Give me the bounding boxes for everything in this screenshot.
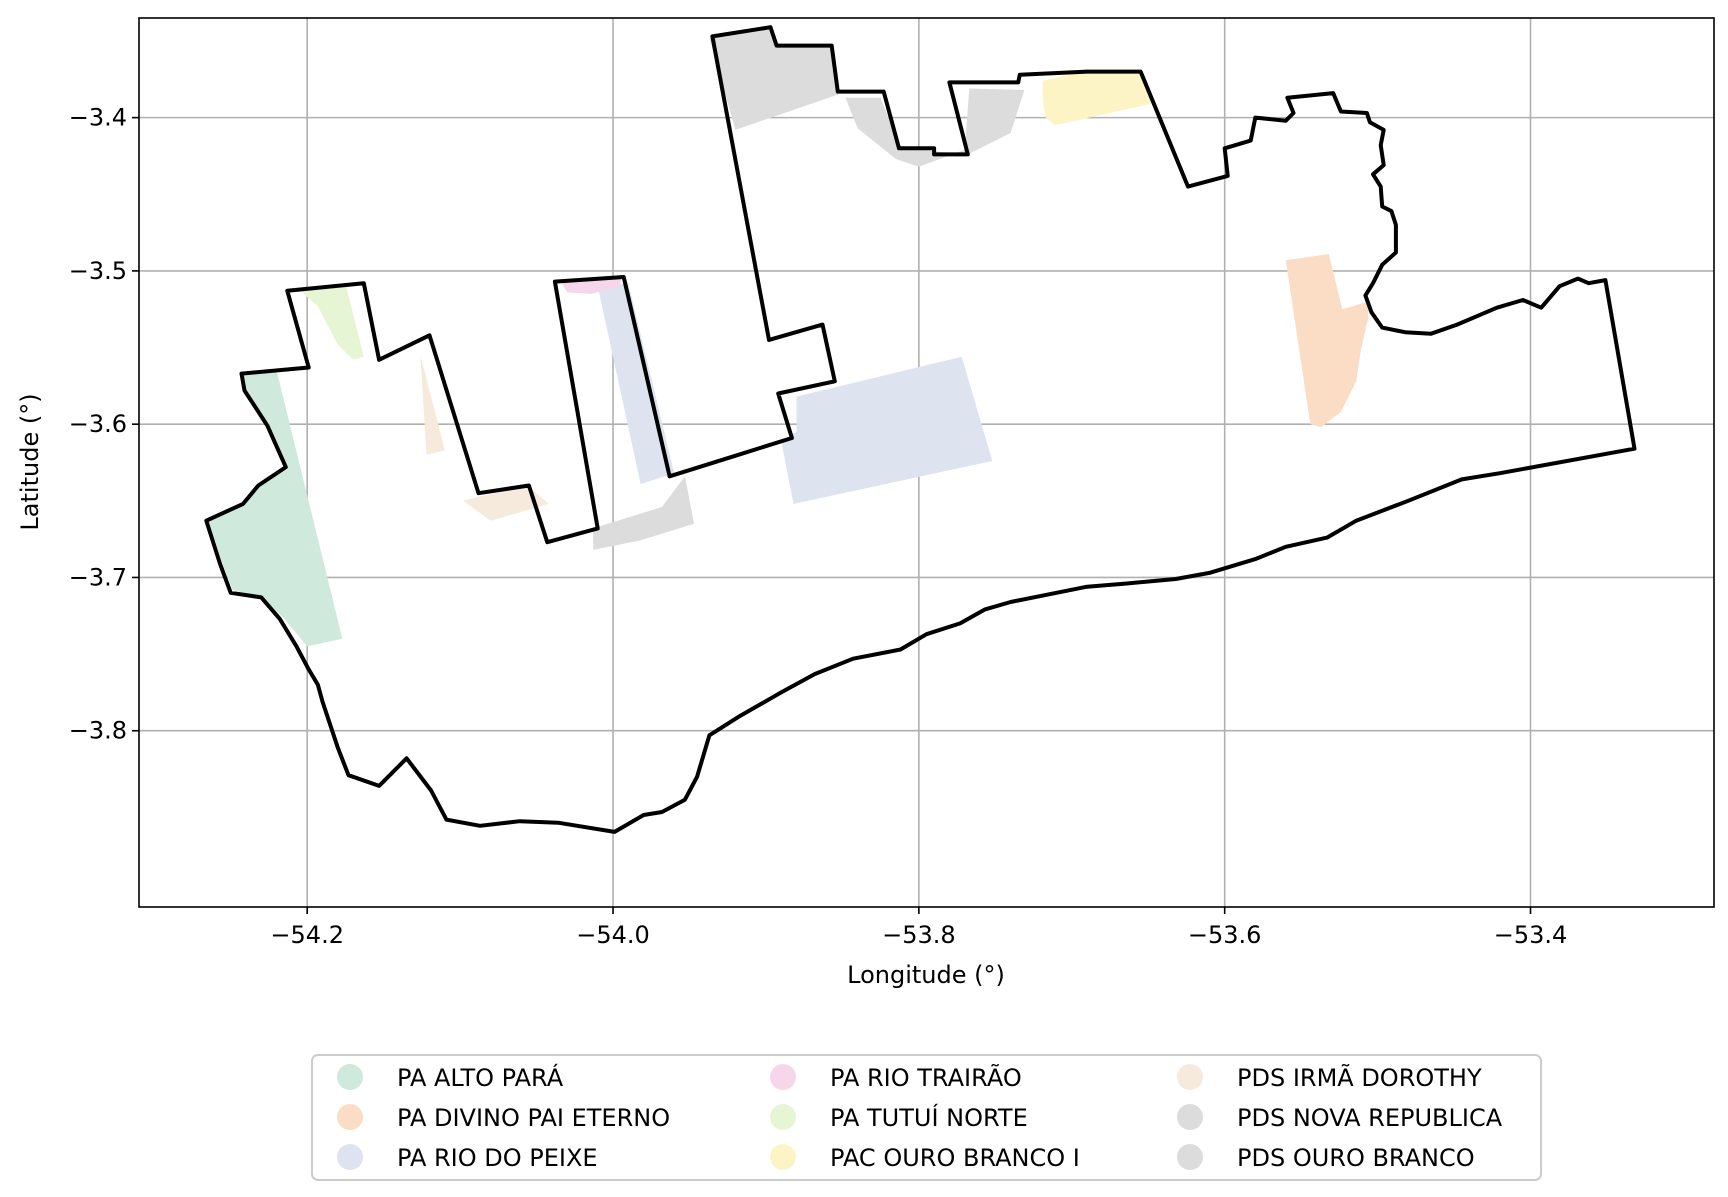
legend-label: PA RIO TRAIRÃO (830, 1062, 1022, 1092)
legend-marker (770, 1144, 796, 1170)
legend-marker (337, 1104, 363, 1130)
x-tick-label: −53.4 (1494, 921, 1568, 949)
x-tick-label: −54.2 (270, 921, 344, 949)
legend-marker (770, 1064, 796, 1090)
legend-marker (1177, 1104, 1203, 1130)
legend-marker (770, 1104, 796, 1130)
y-tick-label: −3.7 (69, 563, 127, 591)
legend-label: PDS NOVA REPUBLICA (1237, 1104, 1503, 1132)
legend-label: PDS OURO BRANCO (1237, 1144, 1475, 1172)
x-tick-label: −53.6 (1188, 921, 1262, 949)
legend: PA ALTO PARÁ PA DIVINO PAI ETERNO PA RIO D… (312, 1055, 1541, 1180)
x-axis-label: Longitude (°) (847, 961, 1005, 989)
legend-label: PDS IRMÃ DOROTHY (1237, 1062, 1482, 1092)
y-axis-label: Latitude (°) (16, 393, 44, 530)
legend-label: PA ALTO PARÁ (397, 1063, 564, 1092)
legend-label: PA RIO DO PEIXE (397, 1144, 598, 1172)
legend-marker (337, 1144, 363, 1170)
legend-label: PA TUTUÍ NORTE (830, 1103, 1028, 1132)
legend-label: PA DIVINO PAI ETERNO (397, 1104, 670, 1132)
y-tick-label: −3.8 (69, 717, 127, 745)
legend-marker (1177, 1064, 1203, 1090)
legend-label: PAC OURO BRANCO I (830, 1144, 1080, 1172)
x-tick-label: −54.0 (576, 921, 650, 949)
legend-marker (1177, 1144, 1203, 1170)
x-tick-label: −53.8 (882, 921, 956, 949)
y-tick-label: −3.5 (69, 257, 127, 285)
y-tick-label: −3.6 (69, 410, 127, 438)
y-tick-label: −3.4 (69, 104, 127, 132)
legend-marker (337, 1064, 363, 1090)
